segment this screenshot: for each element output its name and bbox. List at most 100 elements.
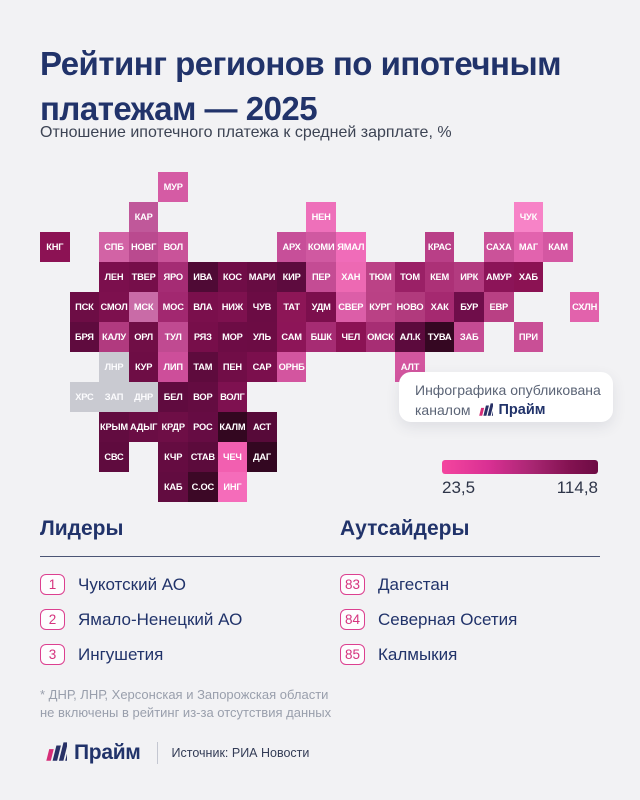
region-tile-ЛНР: ЛНР: [99, 352, 129, 382]
region-tile-КНГ: КНГ: [40, 232, 70, 262]
region-tile-ЗАП: ЗАП: [99, 382, 129, 412]
region-tile-СПБ: СПБ: [99, 232, 129, 262]
scale-min-label: 23,5: [442, 478, 476, 497]
page-title-line2: платежам — 2025: [40, 90, 318, 127]
color-scale-gradient: [442, 460, 598, 474]
region-tile-КРАС: КРАС: [424, 232, 455, 262]
region-tile-АСТ: АСТ: [247, 412, 277, 442]
region-tile-МУР: МУР: [158, 172, 188, 202]
region-tile-ЧУК: ЧУК: [513, 202, 544, 232]
footer-source: Источник: РИА Новости: [171, 745, 310, 760]
region-tile-СМОЛ: СМОЛ: [99, 292, 129, 322]
footer-brand: Прайм: [74, 740, 141, 764]
region-tile-САМ: САМ: [276, 322, 307, 352]
region-tile-ХРС: ХРС: [69, 382, 100, 412]
region-tile-ЕВР: ЕВР: [484, 292, 514, 322]
region-tile-ДАГ: ДАГ: [247, 442, 277, 472]
region-tile-ПРИ: ПРИ: [513, 322, 544, 352]
region-tile-МОС: МОС: [158, 292, 188, 322]
region-tile-УДМ: УДМ: [306, 292, 336, 322]
region-tile-КУРГ: КУРГ: [365, 292, 396, 322]
ranking-item: 85 Калмыкия: [340, 642, 620, 667]
publisher-brand: Прайм: [498, 402, 546, 418]
region-tile-АЛ.К: АЛ.К: [395, 322, 425, 352]
region-name: Северная Осетия: [378, 609, 518, 629]
region-tile-ПСК: ПСК: [69, 292, 100, 322]
region-tile-ЧЕЧ: ЧЕЧ: [217, 442, 248, 472]
rank-badge: 84: [340, 609, 365, 630]
region-tile-УЛЬ: УЛЬ: [247, 322, 277, 352]
region-tile-КАР: КАР: [128, 202, 159, 232]
section-divider: [40, 556, 600, 557]
region-tile-КОС: КОС: [217, 262, 248, 292]
publisher-text-line2: каналом Прайм: [415, 401, 613, 420]
region-tile-ХАН: ХАН: [336, 262, 366, 292]
footer-separator: [156, 741, 158, 764]
region-tile-ЗАБ: ЗАБ: [454, 322, 484, 352]
region-tile-АДЫГ: АДЫГ: [128, 412, 159, 442]
region-tile-ВОЛ: ВОЛ: [158, 232, 188, 262]
region-tile-НЕН: НЕН: [306, 202, 336, 232]
region-tile-КАЛУ: КАЛУ: [99, 322, 129, 352]
region-tile-КУР: КУР: [128, 352, 159, 382]
page-title: Рейтинг регионов по ипотечным платежам —…: [40, 41, 620, 131]
region-tile-БРЯ: БРЯ: [69, 322, 100, 352]
region-tile-КОМИ: КОМИ: [306, 232, 336, 262]
region-name: Ингушетия: [78, 644, 164, 664]
rank-badge: 2: [40, 609, 65, 630]
ranking-item: 83 Дагестан: [340, 572, 620, 597]
region-tile-ИНГ: ИНГ: [217, 472, 248, 502]
region-tile-ОМСК: ОМСК: [365, 322, 396, 352]
region-tile-ЛИП: ЛИП: [158, 352, 188, 382]
outsiders-heading: Аутсайдеры: [340, 517, 470, 540]
region-tile-СТАВ: СТАВ: [188, 442, 218, 472]
ranking-item: 1 Чукотский АО: [40, 572, 320, 597]
region-tile-map: МУР КАР НЕН ЧУК КНГ СПБ НОВГ ВОЛ АРХ КОМИ ЯМАЛ КРАС…: [40, 172, 640, 502]
publisher-text-line1: Инфографика опубликована: [415, 382, 601, 398]
region-tile-КРДР: КРДР: [158, 412, 188, 442]
region-tile-МАГ: МАГ: [513, 232, 544, 262]
region-tile-МОР: МОР: [217, 322, 248, 352]
region-tile-ТАМ: ТАМ: [188, 352, 218, 382]
region-tile-АМУР: АМУР: [484, 262, 514, 292]
region-tile-МАРИ: МАРИ: [247, 262, 277, 292]
region-tile-ОРЛ: ОРЛ: [128, 322, 159, 352]
region-tile-ТОМ: ТОМ: [395, 262, 425, 292]
region-tile-ВОЛГ: ВОЛГ: [217, 382, 248, 412]
region-tile-ТЮМ: ТЮМ: [365, 262, 396, 292]
region-tile-АРХ: АРХ: [276, 232, 307, 262]
page-title-line1: Рейтинг регионов по ипотечным: [40, 45, 562, 82]
region-tile-ТВЕР: ТВЕР: [128, 262, 159, 292]
region-tile-БЕЛ: БЕЛ: [158, 382, 188, 412]
region-tile-САР: САР: [247, 352, 277, 382]
region-tile-ХАБ: ХАБ: [513, 262, 544, 292]
region-tile-С.ОС: С.ОС: [188, 472, 218, 502]
region-tile-ХАК: ХАК: [424, 292, 455, 322]
region-tile-ЧУВ: ЧУВ: [247, 292, 277, 322]
region-tile-КИР: КИР: [276, 262, 307, 292]
region-tile-ПЕР: ПЕР: [306, 262, 336, 292]
leaders-list: 1 Чукотский АО 2 Ямало-Ненецкий АО 3 Ингушети…: [40, 562, 320, 667]
region-tile-КАМ: КАМ: [543, 232, 573, 262]
region-tile-БШК: БШК: [306, 322, 336, 352]
prime-logo-icon: [475, 401, 499, 420]
region-tile-РЯЗ: РЯЗ: [188, 322, 218, 352]
rank-badge: 85: [340, 644, 365, 665]
region-tile-ЯРО: ЯРО: [158, 262, 188, 292]
region-tile-КАБ: КАБ: [158, 472, 188, 502]
region-name: Ямало-Ненецкий АО: [78, 609, 243, 629]
region-tile-НОВО: НОВО: [395, 292, 425, 322]
region-name: Чукотский АО: [78, 574, 186, 594]
region-tile-ВЛА: ВЛА: [188, 292, 218, 322]
publisher-text-prefix: каналом: [415, 402, 471, 418]
prime-logo-icon: [40, 739, 76, 766]
ranking-item: 3 Ингушетия: [40, 642, 320, 667]
leaders-heading: Лидеры: [40, 517, 124, 540]
region-tile-ИВА: ИВА: [188, 262, 218, 292]
region-tile-ТУВА: ТУВА: [424, 322, 455, 352]
ranking-item: 84 Северная Осетия: [340, 607, 620, 632]
region-tile-ИРК: ИРК: [454, 262, 484, 292]
region-tile-НИЖ: НИЖ: [217, 292, 248, 322]
region-tile-КРЫМ: КРЫМ: [99, 412, 129, 442]
rank-badge: 1: [40, 574, 65, 595]
